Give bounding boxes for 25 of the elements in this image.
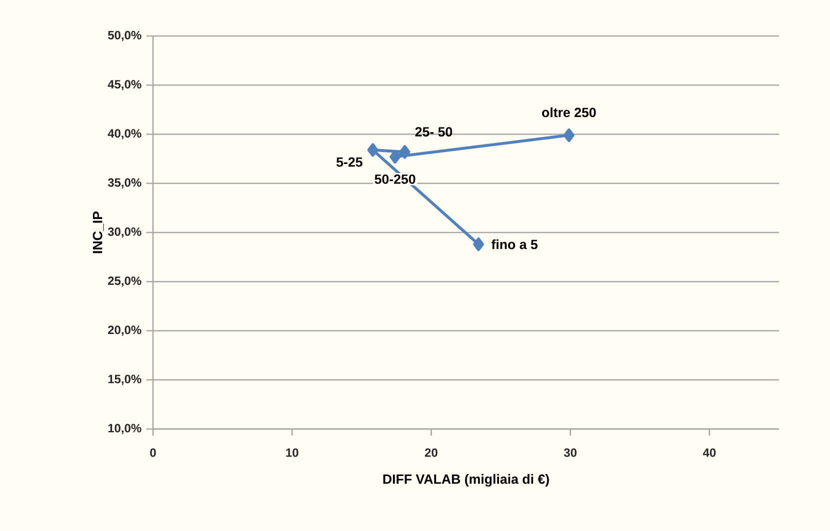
x-tick-label: 40 bbox=[702, 448, 716, 457]
x-axis-title: DIFF VALAB (migliaia di €) bbox=[383, 474, 549, 487]
y-tick-label: 40,0% bbox=[108, 129, 142, 140]
y-axis-title: INC_IP bbox=[92, 211, 104, 254]
y-tick-label: 35,0% bbox=[108, 178, 142, 188]
y-tick-label: 30,0% bbox=[108, 227, 142, 238]
y-tick-label: 45,0% bbox=[108, 80, 142, 90]
y-tick-label: 20,0% bbox=[108, 326, 142, 336]
point bbox=[399, 145, 410, 159]
y-tick-label: 25,0% bbox=[108, 276, 142, 287]
x-tick-label: 0 bbox=[150, 448, 156, 457]
point bbox=[367, 143, 378, 157]
x-tick-label: 20 bbox=[424, 448, 438, 457]
x-tick-label: 30 bbox=[564, 448, 577, 457]
annotation: fino a 5 bbox=[491, 239, 538, 250]
x-tick-label: 10 bbox=[286, 448, 298, 457]
y-tick-label: 50,0% bbox=[108, 30, 142, 42]
y-tick-label: 15,0% bbox=[108, 374, 142, 385]
annotation: 50-250 bbox=[374, 174, 416, 184]
annotation: oltre 250 bbox=[542, 107, 596, 118]
annotation: 5-25 bbox=[336, 157, 362, 167]
y-tick-label: 10,0% bbox=[108, 424, 142, 434]
point bbox=[563, 128, 574, 142]
annotation: 25- 50 bbox=[415, 127, 452, 137]
point bbox=[473, 237, 484, 252]
